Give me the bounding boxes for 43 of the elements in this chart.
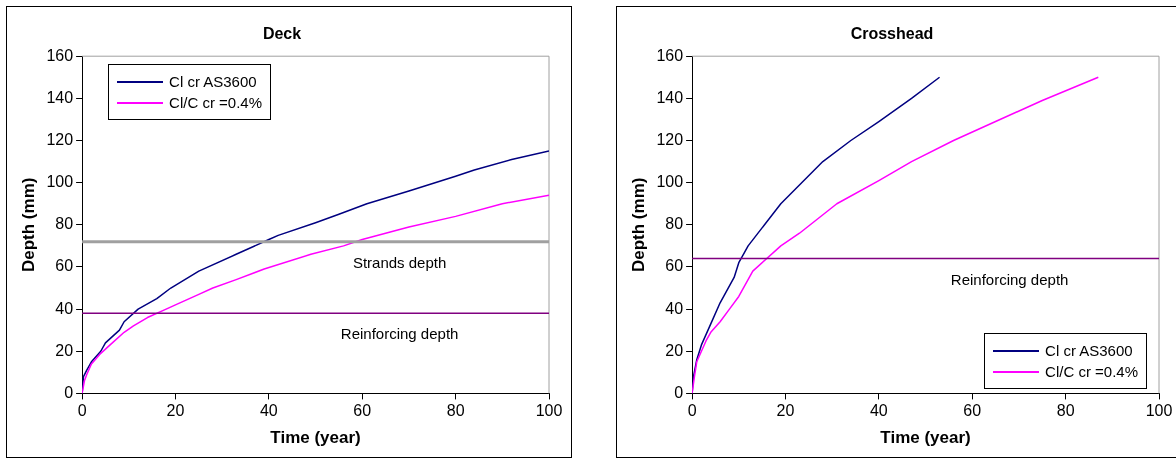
y-tick-label: 20 <box>55 341 74 359</box>
legend-label: Cl cr AS3600 <box>169 73 257 91</box>
x-tick-label: 40 <box>259 402 278 420</box>
x-tick-label: 60 <box>353 402 372 420</box>
x-axis-title: Time (year) <box>880 428 971 448</box>
legend-label: Cl/C cr =0.4% <box>169 94 263 112</box>
x-tick-label: 60 <box>963 402 982 420</box>
y-tick-label: 140 <box>46 88 74 106</box>
x-tick-label: 80 <box>446 402 465 420</box>
y-tick-label: 160 <box>46 46 74 64</box>
legend-label: Cl/C cr =0.4% <box>1045 363 1138 381</box>
ref-line-label: Reinforcing depth <box>950 270 1069 288</box>
x-axis-title: Time (year) <box>270 428 361 448</box>
y-tick-label: 140 <box>656 88 684 106</box>
y-tick-label: 100 <box>46 173 74 191</box>
x-tick-label: 20 <box>166 402 185 420</box>
y-tick-label: 100 <box>656 173 684 191</box>
chart-title: Deck <box>262 25 302 43</box>
y-tick-label: 80 <box>55 215 74 233</box>
y-tick-label: 120 <box>46 130 74 148</box>
y-tick-label: 40 <box>665 299 684 317</box>
y-tick-label: 0 <box>674 383 684 401</box>
x-tick-label: 100 <box>1145 402 1173 420</box>
x-tick-label: 0 <box>77 402 87 420</box>
x-tick-label: 40 <box>869 402 888 420</box>
ref-line-label: Strands depth <box>352 253 447 271</box>
y-tick-label: 60 <box>55 257 74 275</box>
y-tick-label: 160 <box>656 46 684 64</box>
y-axis-title: Depth (mm) <box>628 177 648 273</box>
y-tick-label: 20 <box>665 341 684 359</box>
ref-line-label: Reinforcing depth <box>340 325 459 343</box>
x-tick-label: 80 <box>1056 402 1075 420</box>
y-tick-label: 80 <box>665 215 684 233</box>
x-tick-label: 20 <box>776 402 795 420</box>
y-tick-label: 40 <box>55 299 74 317</box>
x-tick-label: 100 <box>535 402 563 420</box>
x-tick-label: 0 <box>687 402 697 420</box>
y-tick-label: 60 <box>665 257 684 275</box>
y-tick-label: 120 <box>656 130 684 148</box>
y-tick-label: 0 <box>64 383 74 401</box>
legend-label: Cl cr AS3600 <box>1045 342 1133 360</box>
chart-title: Crosshead <box>850 25 934 43</box>
y-axis-title: Depth (mm) <box>18 177 38 273</box>
